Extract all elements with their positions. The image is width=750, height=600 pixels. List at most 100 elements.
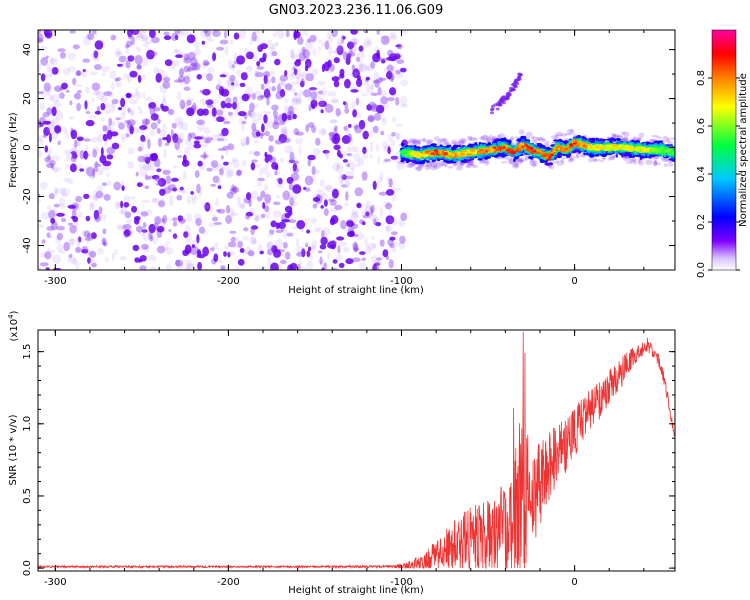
spectrogram-noise-blob: [163, 31, 170, 36]
spectrogram-noise-blob: [169, 217, 174, 222]
spectrogram-noise-blob: [356, 50, 365, 60]
spectrogram-noise-blob: [106, 180, 112, 186]
spectrogram-noise-blob: [353, 247, 360, 252]
spectrogram-noise-blob: [325, 151, 329, 158]
spectrogram-noise-blob: [345, 57, 351, 65]
spectrogram-noise-blob: [54, 87, 62, 91]
spectrogram-noise-blob: [262, 110, 271, 115]
spectrogram-noise-blob: [43, 82, 51, 92]
spectrogram-noise-blob: [232, 101, 237, 110]
spectrogram-noise-blob: [351, 38, 360, 43]
spectrogram-noise-blob: [59, 51, 66, 59]
spectrogram-noise-blob: [295, 238, 300, 248]
spectrogram-noise-blob: [236, 169, 243, 176]
spectrogram-halo-blob: [518, 129, 525, 135]
spectrogram-noise-blob: [358, 262, 367, 270]
spectrogram-noise-blob: [288, 159, 295, 163]
spectrogram-noise-blob: [205, 99, 214, 106]
spectrogram-noise-blob: [227, 251, 231, 258]
spectrogram-noise-blob: [296, 220, 306, 230]
spectrogram-noise-blob: [328, 45, 332, 56]
spectrogram-noise-blob: [164, 59, 173, 67]
spectrogram-noise-blob: [391, 244, 397, 253]
spectrogram-noise-blob: [333, 144, 341, 151]
spectrogram-noise-blob: [123, 229, 131, 237]
spectrogram-noise-blob: [292, 113, 297, 120]
spectrogram-noise-blob: [168, 228, 172, 233]
spectrogram-halo-blob: [536, 137, 543, 141]
spectrogram-noise-blob: [291, 54, 300, 60]
spectrogram-noise-blob: [114, 248, 118, 256]
spectrogram-noise-blob: [211, 107, 217, 117]
spectrogram-noise-blob: [62, 67, 71, 76]
spectrogram-noise-blob: [248, 111, 257, 119]
spectrogram-noise-blob: [293, 30, 298, 41]
spectrogram-noise-blob: [377, 155, 381, 165]
spectrogram-ridge-blob: [583, 152, 586, 156]
spectrogram-noise-blob: [216, 209, 221, 213]
spectrogram-noise-blob: [125, 44, 130, 49]
spectrogram-noise-blob: [289, 202, 298, 207]
spectrogram-noise-blob: [263, 78, 271, 85]
spectrogram-noise-blob: [141, 229, 148, 233]
spectrogram-noise-blob: [296, 252, 304, 257]
spectrogram-noise-blob: [225, 169, 233, 179]
spectrogram-noise-blob: [374, 259, 381, 265]
spectrogram-noise-blob: [52, 167, 58, 174]
spectrogram-noise-blob: [376, 49, 380, 58]
spectrogram-noise-blob: [75, 260, 80, 270]
spectrogram-noise-blob: [40, 90, 49, 98]
spectrogram-noise-blob: [202, 246, 210, 257]
spectrogram-noise-blob: [399, 235, 406, 245]
spectrogram-noise-blob: [375, 222, 382, 227]
spectrogram-noise-blob: [312, 48, 317, 56]
spectrogram-noise-blob: [397, 219, 406, 227]
spectrogram-ridge-blob: [544, 162, 551, 166]
spectrogram-noise-blob: [183, 65, 191, 73]
spectrogram-noise-blob: [311, 125, 317, 133]
spectrogram-noise-blob: [111, 120, 116, 127]
spectrogram-noise-blob: [46, 147, 53, 156]
spectrogram-halo-blob: [663, 163, 669, 167]
spectrogram-noise-blob: [65, 152, 74, 161]
spectrogram-noise-blob: [284, 98, 289, 103]
spectrogram-noise-blob: [180, 30, 189, 37]
spectrogram-noise-blob: [282, 190, 291, 201]
spectrogram-noise-blob: [136, 64, 142, 70]
spectrogram-noise-blob: [141, 92, 146, 99]
spectrogram-noise-blob: [222, 145, 229, 151]
spectrogram-noise-blob: [387, 49, 394, 57]
spectrogram-noise-blob: [301, 48, 307, 57]
spectrogram-noise-blob: [257, 95, 264, 101]
spectrogram-noise-blob: [118, 55, 127, 63]
spectrogram-halo-blob: [413, 140, 419, 143]
spectrogram-halo-blob: [472, 164, 478, 169]
spectrogram-noise-blob: [92, 190, 101, 199]
spectrogram-noise-blob: [331, 162, 340, 172]
spectrogram-halo-blob: [588, 157, 593, 163]
spectrogram-noise-blob: [248, 150, 257, 155]
spectrogram-noise-blob: [353, 244, 357, 253]
spectrogram-noise-blob: [156, 245, 166, 254]
spectrogram-noise-blob: [172, 133, 179, 144]
spectrogram-noise-blob: [310, 244, 316, 254]
spectrogram-noise-blob: [144, 174, 149, 181]
spectrogram-noise-blob: [142, 163, 152, 171]
spectrogram-noise-blob: [294, 92, 298, 96]
spectrogram-noise-blob: [76, 136, 84, 142]
spectrogram-noise-blob: [385, 225, 391, 232]
spectrogram-noise-blob: [382, 140, 389, 150]
spectrogram-noise-blob: [52, 254, 61, 264]
spectrogram-noise-blob: [245, 86, 253, 96]
spectrogram-noise-blob: [379, 239, 385, 247]
spectrogram-ridge-blob: [621, 153, 624, 158]
spectrogram-noise-blob: [279, 138, 286, 145]
spectrogram-noise-blob: [97, 247, 104, 255]
spectrogram-halo-blob: [552, 160, 559, 164]
spectrogram-noise-blob: [84, 100, 88, 110]
spectrogram-noise-blob: [348, 123, 352, 128]
spectrogram-noise-blob: [302, 30, 309, 36]
spectrogram-noise-blob: [127, 55, 135, 62]
spectrogram-noise-blob: [245, 246, 251, 255]
spectrogram-noise-blob: [67, 204, 77, 209]
